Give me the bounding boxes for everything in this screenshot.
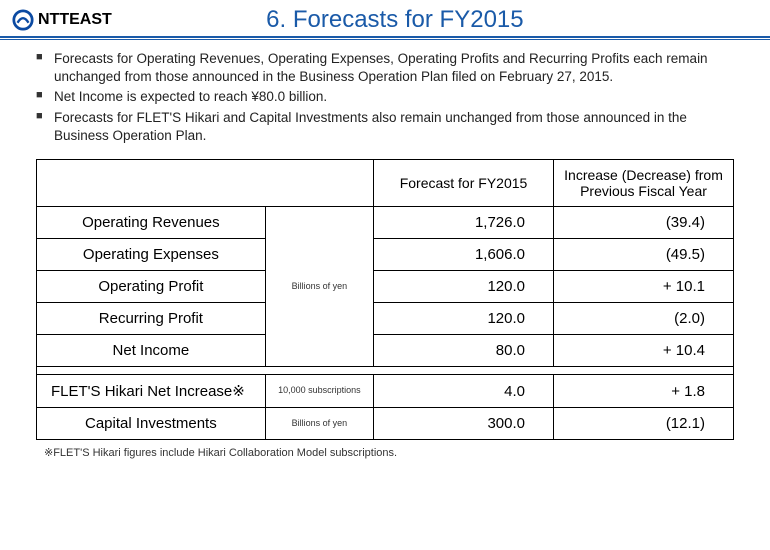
page-title: 6. Forecasts for FY2015 bbox=[32, 6, 758, 34]
header-divider bbox=[0, 36, 770, 40]
col-forecast: Forecast for FY2015 bbox=[374, 160, 554, 207]
row-label: Operating Revenues bbox=[37, 207, 266, 239]
row-forecast: 300.0 bbox=[374, 408, 554, 440]
table-row: FLET'S Hikari Net Increase※ 10,000 subsc… bbox=[37, 375, 734, 408]
bullet-list: Forecasts for Operating Revenues, Operat… bbox=[36, 50, 734, 145]
forecast-table: Forecast for FY2015 Increase (Decrease) … bbox=[36, 159, 734, 440]
row-change: (39.4) bbox=[554, 207, 734, 239]
row-change: (12.1) bbox=[554, 408, 734, 440]
unit-cell: 10,000 subscriptions bbox=[265, 375, 373, 408]
row-change: (2.0) bbox=[554, 303, 734, 335]
logo-circle-icon bbox=[12, 9, 34, 31]
header: NTTEAST 6. Forecasts for FY2015 bbox=[0, 0, 770, 36]
row-label: Operating Expenses bbox=[37, 239, 266, 271]
bullet-item: Forecasts for Operating Revenues, Operat… bbox=[36, 50, 734, 86]
table-row: Net Income 80.0 + 10.4 bbox=[37, 335, 734, 367]
bullet-item: Net Income is expected to reach ¥80.0 bi… bbox=[36, 88, 734, 106]
footnote: ※FLET'S Hikari figures include Hikari Co… bbox=[36, 446, 734, 459]
row-label: FLET'S Hikari Net Increase※ bbox=[37, 375, 266, 408]
table-header-row: Forecast for FY2015 Increase (Decrease) … bbox=[37, 160, 734, 207]
table-row: Operating Profit 120.0 + 10.1 bbox=[37, 271, 734, 303]
row-change: + 10.1 bbox=[554, 271, 734, 303]
row-forecast: 120.0 bbox=[374, 303, 554, 335]
unit-cell: Billions of yen bbox=[265, 207, 373, 367]
row-label: Operating Profit bbox=[37, 271, 266, 303]
table-gap bbox=[37, 367, 734, 375]
bullet-item: Forecasts for FLET'S Hikari and Capital … bbox=[36, 109, 734, 145]
content: Forecasts for Operating Revenues, Operat… bbox=[0, 50, 770, 459]
row-forecast: 1,726.0 bbox=[374, 207, 554, 239]
row-forecast: 120.0 bbox=[374, 271, 554, 303]
row-change: + 1.8 bbox=[554, 375, 734, 408]
col-blank bbox=[37, 160, 374, 207]
table-row: Recurring Profit 120.0 (2.0) bbox=[37, 303, 734, 335]
table-row: Capital Investments Billions of yen 300.… bbox=[37, 408, 734, 440]
col-change: Increase (Decrease) from Previous Fiscal… bbox=[554, 160, 734, 207]
row-label: Capital Investments bbox=[37, 408, 266, 440]
row-label: Recurring Profit bbox=[37, 303, 266, 335]
row-forecast: 4.0 bbox=[374, 375, 554, 408]
table-row: Operating Revenues Billions of yen 1,726… bbox=[37, 207, 734, 239]
row-label: Net Income bbox=[37, 335, 266, 367]
row-forecast: 1,606.0 bbox=[374, 239, 554, 271]
row-change: + 10.4 bbox=[554, 335, 734, 367]
table-row: Operating Expenses 1,606.0 (49.5) bbox=[37, 239, 734, 271]
row-forecast: 80.0 bbox=[374, 335, 554, 367]
row-change: (49.5) bbox=[554, 239, 734, 271]
unit-cell: Billions of yen bbox=[265, 408, 373, 440]
